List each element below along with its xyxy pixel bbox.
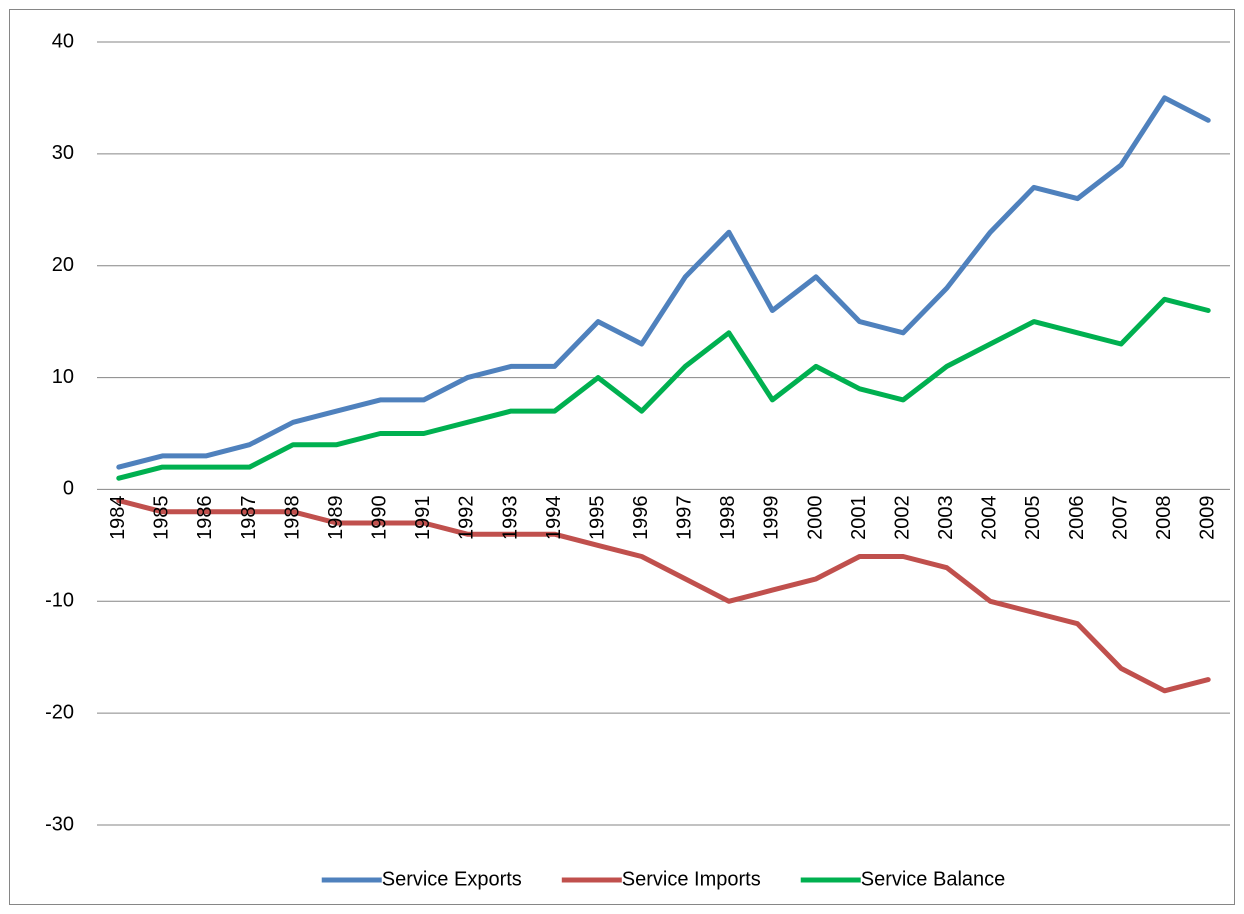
x-tick-label: 1993 xyxy=(499,495,521,540)
x-tick-label: 2009 xyxy=(1196,495,1218,540)
y-tick-label: 20 xyxy=(52,254,74,276)
legend-label: Service Imports xyxy=(622,868,761,890)
x-tick-label: 1991 xyxy=(412,495,434,540)
x-tick-label: 1990 xyxy=(369,495,391,540)
x-tick-label: 1997 xyxy=(674,495,696,540)
y-tick-label: -30 xyxy=(45,813,74,835)
x-tick-label: 2004 xyxy=(979,495,1001,540)
x-tick-label: 2002 xyxy=(891,495,913,540)
series-line xyxy=(116,498,1211,694)
x-tick-label: 1986 xyxy=(194,495,216,540)
chart-border xyxy=(9,9,1235,905)
x-tick-label: 1999 xyxy=(761,495,783,540)
x-tick-label: 2000 xyxy=(804,495,826,540)
x-tick-label: 1985 xyxy=(151,495,173,540)
x-tick-label: 2007 xyxy=(1109,495,1131,540)
x-tick-label: 2008 xyxy=(1153,495,1175,540)
x-tick-label: 1984 xyxy=(107,495,129,539)
x-tick-label: 2003 xyxy=(935,495,957,540)
x-tick-label: 1988 xyxy=(281,495,303,540)
y-tick-label: 0 xyxy=(63,478,74,500)
y-tick-label: 30 xyxy=(52,142,74,164)
y-tick-label: 10 xyxy=(52,366,74,388)
x-tick-label: 1992 xyxy=(456,495,478,540)
legend-label: Service Balance xyxy=(861,868,1006,890)
y-tick-label: 40 xyxy=(52,30,74,52)
x-tick-label: 1987 xyxy=(238,495,260,540)
y-tick-label: -10 xyxy=(45,590,74,612)
x-tick-label: 1989 xyxy=(325,495,347,540)
series-line xyxy=(116,296,1211,481)
x-tick-label: 2005 xyxy=(1022,495,1044,540)
x-tick-label: 1998 xyxy=(717,495,739,540)
y-tick-label: -20 xyxy=(45,701,74,723)
x-tick-label: 1995 xyxy=(586,495,608,540)
x-tick-label: 2001 xyxy=(848,495,870,540)
x-tick-label: 1996 xyxy=(630,495,652,540)
x-tick-label: 1994 xyxy=(543,495,565,540)
x-tick-label: 2006 xyxy=(1066,495,1088,540)
legend-label: Service Exports xyxy=(382,868,522,890)
series-line xyxy=(116,95,1211,470)
